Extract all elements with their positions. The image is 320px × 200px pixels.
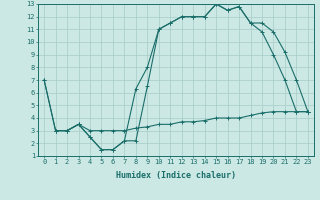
X-axis label: Humidex (Indice chaleur): Humidex (Indice chaleur) bbox=[116, 171, 236, 180]
